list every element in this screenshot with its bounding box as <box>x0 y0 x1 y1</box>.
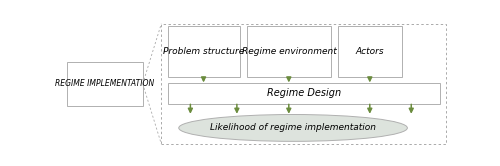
Text: Regime Design: Regime Design <box>267 88 341 98</box>
FancyBboxPatch shape <box>67 62 142 106</box>
Text: REGIME IMPLEMENTATION: REGIME IMPLEMENTATION <box>56 79 154 88</box>
FancyBboxPatch shape <box>338 26 402 77</box>
Text: Problem structure: Problem structure <box>163 47 244 56</box>
FancyBboxPatch shape <box>248 26 330 77</box>
FancyBboxPatch shape <box>168 83 440 104</box>
Text: Regime environment: Regime environment <box>242 47 336 56</box>
Text: Likelihood of regime implementation: Likelihood of regime implementation <box>210 124 376 132</box>
FancyBboxPatch shape <box>168 26 240 77</box>
Text: Actors: Actors <box>356 47 384 56</box>
FancyBboxPatch shape <box>162 24 446 144</box>
Ellipse shape <box>179 115 408 141</box>
